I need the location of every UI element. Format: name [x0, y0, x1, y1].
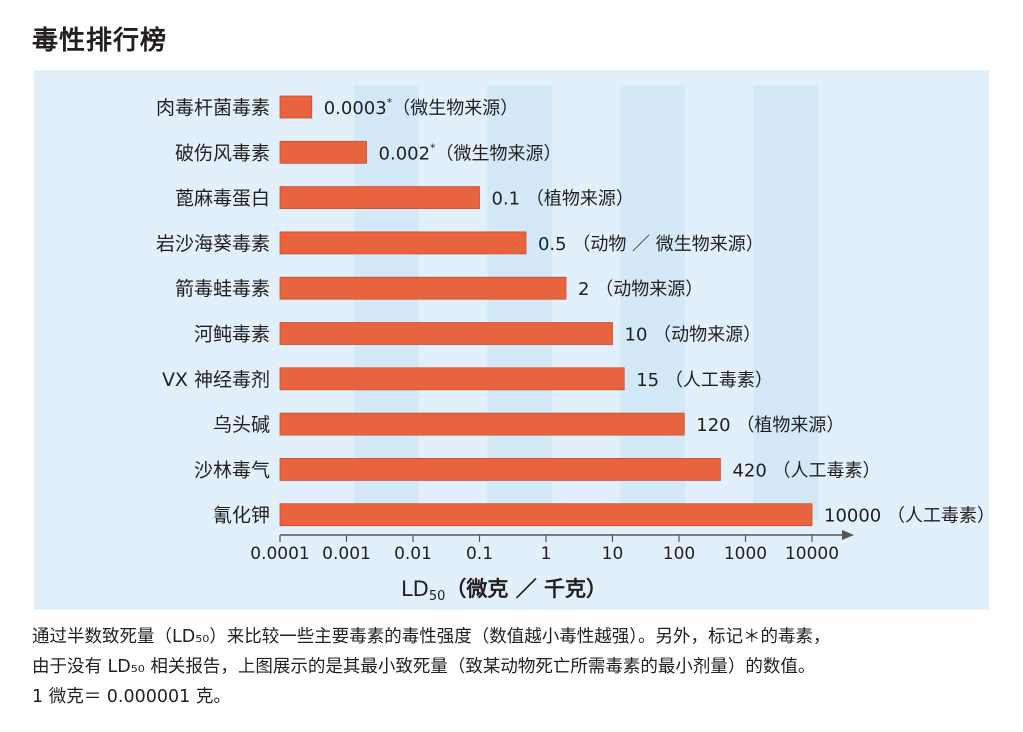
x-axis-label: LD50（微克 ／ 千克） [401, 577, 607, 604]
value-label: 10 （动物来源） [625, 325, 762, 346]
bar [279, 412, 685, 436]
value-label: 0.5 （动物 ／ 微生物来源） [538, 234, 764, 255]
category-label: 蓖麻毒蛋白 [175, 188, 270, 210]
x-tick-label: 1 [541, 544, 552, 564]
category-label: 乌头碱 [213, 414, 270, 436]
background-band [487, 85, 552, 520]
page-title: 毒性排行榜 [32, 26, 168, 56]
x-tick-label: 0.001 [322, 544, 371, 564]
category-label: 氰化钾 [213, 505, 270, 527]
category-label: 沙林毒气 [194, 459, 270, 481]
value-label: 0.002*（微生物来源） [379, 141, 562, 164]
background-band [620, 85, 685, 520]
background-band [753, 85, 818, 520]
x-tick-label: 1000 [724, 544, 767, 564]
footnote-line-1: 通过半数致死量（LD₅₀）来比较一些主要毒素的毒性强度（数值越小毒性越强）。另外… [32, 627, 831, 647]
bar [279, 95, 313, 119]
x-tick-label: 10 [602, 544, 624, 564]
x-axis-arrow [842, 530, 854, 540]
value-label: 0.0003*（微生物来源） [324, 96, 518, 119]
category-label: 岩沙海葵毒素 [156, 233, 270, 255]
x-tick-label: 100 [663, 544, 695, 564]
category-label: 箭毒蛙毒素 [175, 278, 270, 300]
toxicity-bar-chart: 肉毒杆菌毒素 0.0003*（微生物来源） 破伤风毒素 0.002*（微生物来源） 蓖麻… [156, 85, 989, 604]
value-label: 420 （人工毒素） [732, 460, 880, 481]
bar [279, 231, 527, 255]
bar [279, 186, 480, 209]
footnote-line-3: 1 微克＝ 0.000001 克。 [32, 687, 231, 707]
bar [279, 457, 721, 481]
bar [279, 140, 367, 164]
bar [279, 503, 813, 527]
x-tick-label: 0.01 [394, 544, 432, 564]
value-label: 2 （动物来源） [578, 279, 703, 300]
category-label: 河鲀毒素 [194, 324, 270, 346]
x-tick-label: 0.1 [466, 544, 493, 564]
category-label: 破伤风毒素 [175, 142, 270, 164]
bar [279, 367, 625, 391]
bar [279, 322, 613, 345]
x-tick-label: 0.0001 [250, 544, 309, 564]
category-label: 肉毒杆菌毒素 [156, 97, 270, 119]
footnote: 通过半数致死量（LD₅₀）来比较一些主要毒素的毒性强度（数值越小毒性越强）。另外… [32, 622, 1002, 712]
value-label: 0.1 （植物来源） [492, 189, 634, 210]
value-label: 120 （植物来源） [696, 415, 844, 436]
bar [279, 276, 567, 300]
x-tick-label: 10000 [785, 544, 839, 564]
chart-panel: 肉毒杆菌毒素 0.0003*（微生物来源） 破伤风毒素 0.002*（微生物来源） 蓖麻… [34, 70, 989, 610]
value-label: 15 （人工毒素） [636, 370, 773, 391]
footnote-line-2: 由于没有 LD₅₀ 相关报告，上图展示的是其最小致死量（致某动物死亡所需毒素的最… [32, 657, 816, 677]
category-label: VX 神经毒剂 [162, 369, 270, 391]
value-label: 10000 （人工毒素） [824, 506, 989, 527]
